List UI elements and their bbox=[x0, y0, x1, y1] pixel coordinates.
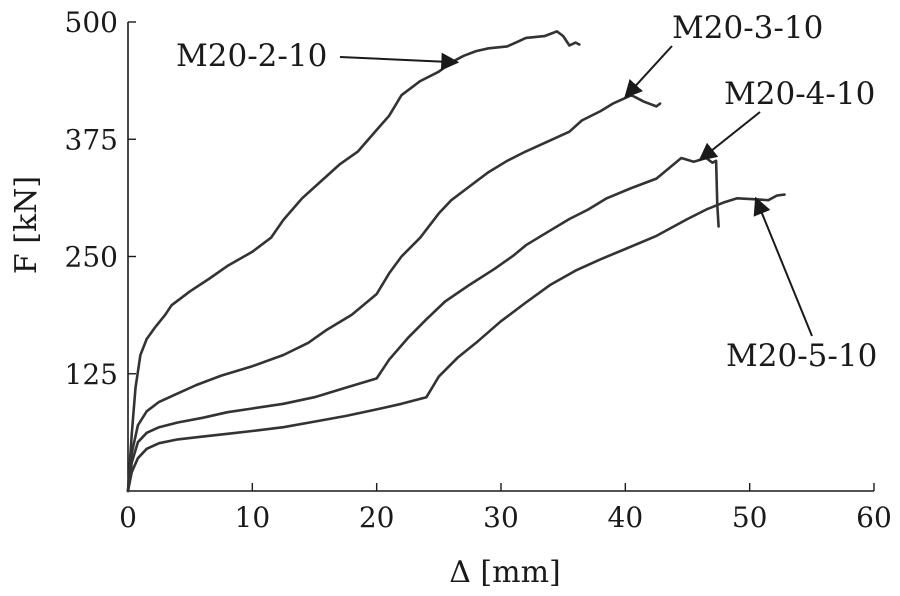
x-tick-label: 50 bbox=[732, 501, 768, 534]
plot-area: 0 10 20 30 40 50 60 125 250 375 500 M20-2-10 M20-3-… bbox=[65, 6, 892, 534]
series-line-m20-2-10 bbox=[126, 30, 581, 493]
annotation-label-m20-3-10: M20-3-10 bbox=[672, 10, 823, 46]
y-axis-title: F [kN] bbox=[9, 176, 44, 274]
y-tick-label: 375 bbox=[65, 123, 118, 156]
x-tick-label: 30 bbox=[483, 501, 519, 534]
annotation-arrow bbox=[339, 52, 460, 71]
x-tick-label: 60 bbox=[856, 501, 892, 534]
series-line-m20-3-10 bbox=[126, 93, 662, 493]
x-tick-label: 0 bbox=[119, 501, 137, 534]
y-tick-label: 125 bbox=[65, 358, 118, 391]
x-axis-title: Δ [mm] bbox=[449, 555, 561, 590]
annotation-arrow bbox=[624, 45, 673, 99]
series-group bbox=[126, 30, 786, 493]
series-line-m20-4-10 bbox=[126, 156, 720, 493]
annotation-arrow bbox=[753, 196, 813, 337]
annotation-arrow bbox=[698, 111, 761, 162]
x-tick-label: 10 bbox=[235, 501, 271, 534]
x-tick-label: 40 bbox=[608, 501, 644, 534]
annotation-label-m20-4-10: M20-4-10 bbox=[724, 76, 875, 112]
series-line-m20-5-10 bbox=[126, 193, 786, 493]
annotation-label-m20-5-10: M20-5-10 bbox=[726, 338, 877, 374]
x-tick-label: 20 bbox=[359, 501, 395, 534]
y-tick-label: 250 bbox=[65, 241, 118, 274]
annotation-group: M20-2-10 M20-3-10 M20-4-10 M20-5-10 bbox=[176, 10, 877, 374]
y-tick-label: 500 bbox=[65, 6, 118, 39]
annotation-label-m20-2-10: M20-2-10 bbox=[176, 38, 327, 74]
ticks-group: 0 10 20 30 40 50 60 125 250 375 500 bbox=[65, 6, 892, 534]
